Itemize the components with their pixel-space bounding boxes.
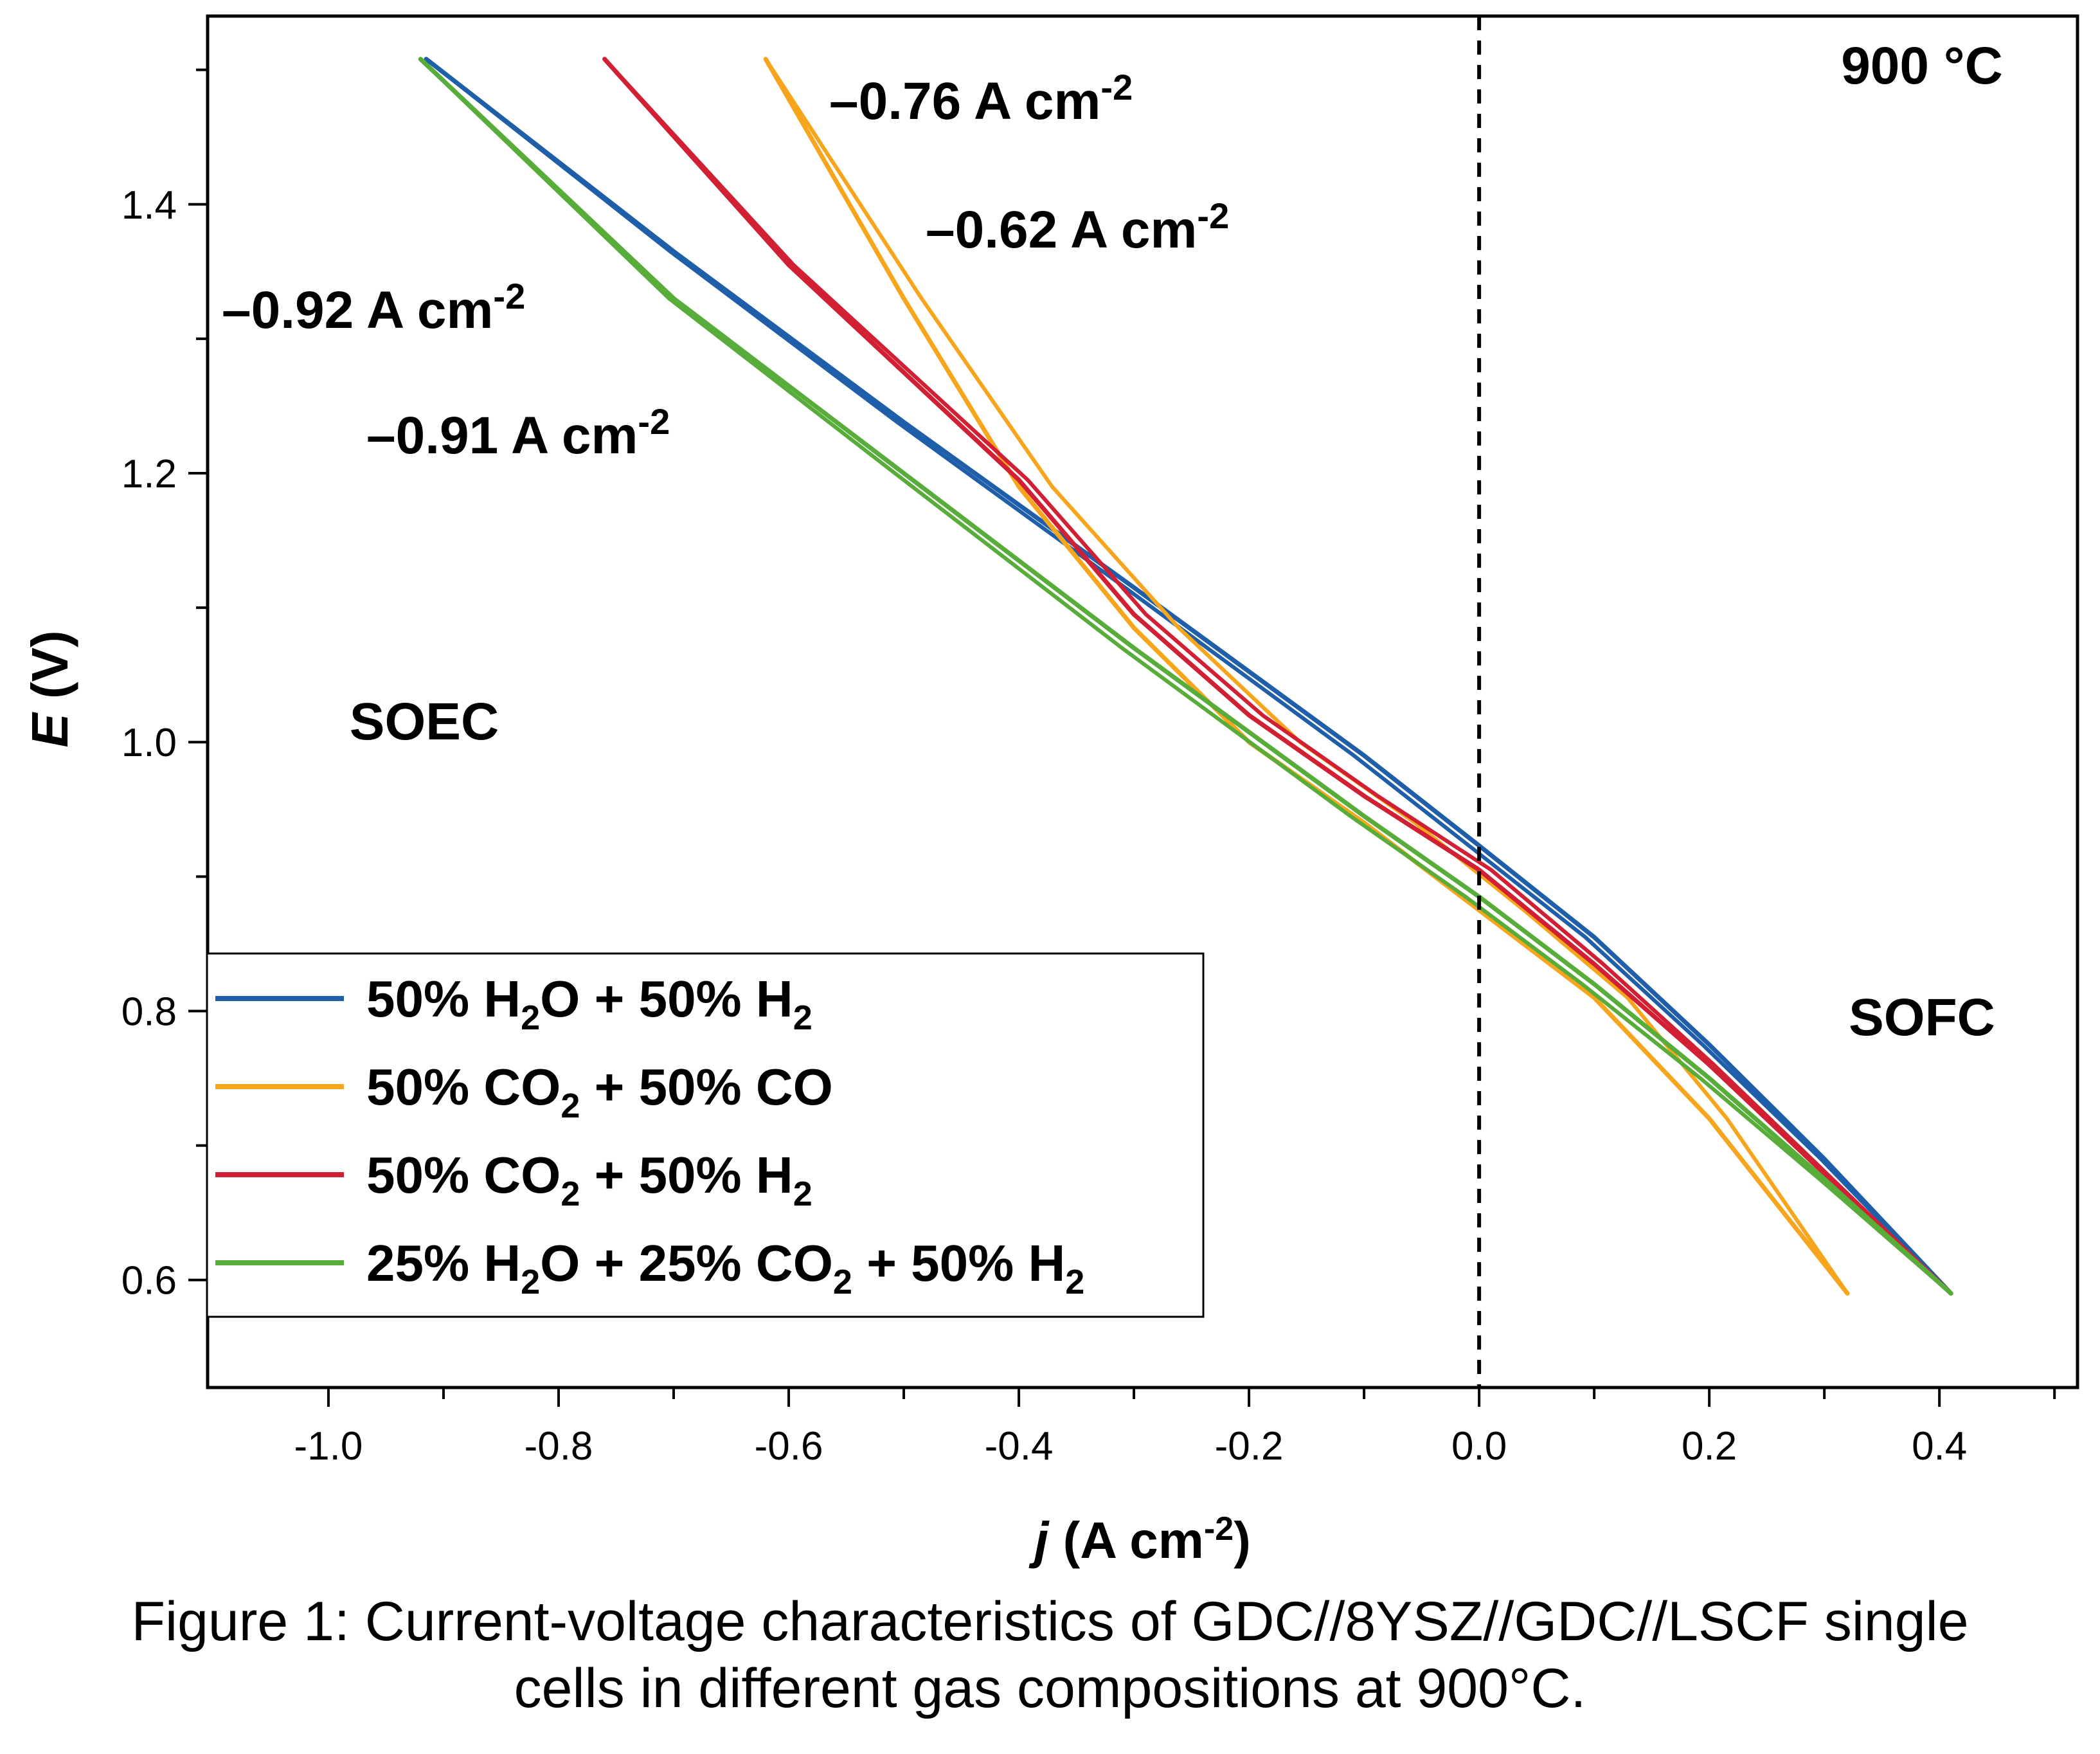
caption-line-2: cells in different gas compositions at 9… [514,1658,1586,1719]
series-1-line [424,57,1953,1296]
series-3-return-line [602,57,1953,1296]
x-tick-label: -0.2 [1215,1424,1284,1469]
legend-box [206,952,1205,1318]
soec-label: SOEC [350,692,499,751]
annotation-h2o-h2-limit: –0.91 A cm-2 [366,401,670,465]
x-tick-label: -0.4 [985,1424,1054,1469]
x-tick-label: 0.4 [1912,1424,1967,1469]
iv-chart: -1.0 -0.8 -0.6 -0.4 -0.2 0.0 0.2 0.4 0.6 0.8 1.0 1… [21,14,2079,1569]
x-tick-label: -0.6 [755,1424,823,1469]
temperature-label: 900 °C [1841,37,2003,95]
x-tick-label: -0.8 [525,1424,593,1469]
legend-entry: 50% CO2 + 50% CO [215,1058,833,1125]
y-tick-label: 1.2 [121,452,177,496]
y-tick-label: 1.0 [121,721,177,765]
legend-entry: 50% H2O + 50% H2 [215,970,812,1037]
x-tick-label: -1.0 [294,1424,363,1469]
series-3-line [602,57,1953,1296]
y-axis-ticks: 0.6 0.8 1.0 1.2 1.4 [121,68,208,1303]
legend-entry: 25% H2O + 25% CO2 + 50% H2 [215,1234,1084,1301]
figure-caption: Figure 1: Current-voltage characteristic… [0,1588,2100,1722]
caption-line-1: Figure 1: Current-voltage characteristic… [131,1591,1969,1652]
y-tick-label: 0.8 [121,990,177,1034]
y-tick-label: 1.4 [121,183,177,228]
y-tick-label: 0.6 [121,1259,177,1303]
x-axis-ticks: -1.0 -0.8 -0.6 -0.4 -0.2 0.0 0.2 0.4 [294,1388,2056,1469]
legend: 50% H2O + 50% H2 50% CO2 + 50% CO 50% CO2 … [206,952,1205,1318]
legend-label: 50% CO2 + 50% CO [366,1058,833,1125]
series-4-line [418,57,1953,1296]
plot-frame [206,14,2079,1389]
legend-label: 50% CO2 + 50% H2 [366,1146,812,1213]
annotation-mixed-limit: –0.92 A cm-2 [222,276,525,339]
series-4-return-line [418,57,1953,1296]
series-1-return-line [424,57,1953,1296]
curves [418,57,1953,1296]
legend-entry: 50% CO2 + 50% H2 [215,1146,812,1213]
legend-label: 50% H2O + 50% H2 [366,970,812,1037]
annotation-co2-co-limit: –0.62 A cm-2 [926,195,1229,259]
sofc-label: SOFC [1849,988,1995,1047]
legend-label: 25% H2O + 25% CO2 + 50% H2 [366,1234,1084,1301]
x-tick-label: 0.0 [1451,1424,1507,1469]
annotation-co2-h2-limit: –0.76 A cm-2 [829,67,1133,131]
x-axis-label: j (A cm-2) [1028,1510,1251,1569]
y-axis-label: E (V) [21,630,78,747]
x-tick-label: 0.2 [1682,1424,1737,1469]
